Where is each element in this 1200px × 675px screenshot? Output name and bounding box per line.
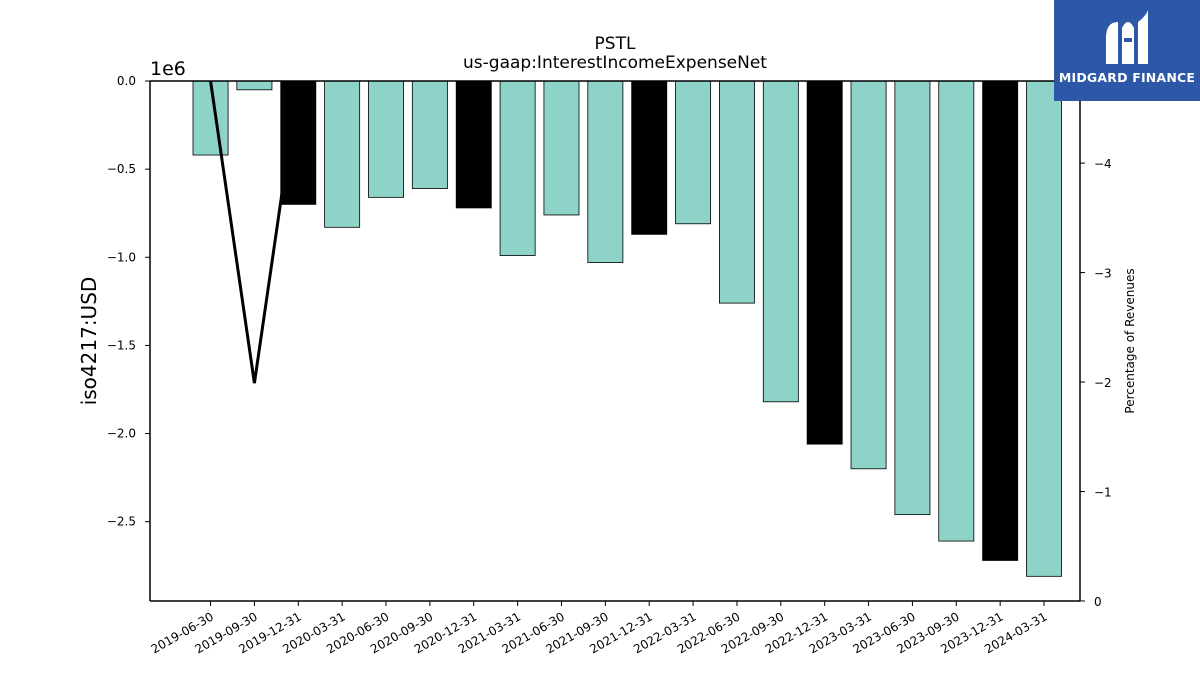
y2-tick-label: −3 [1094,267,1112,281]
y-axis-label: iso4217:USD [77,277,101,406]
bar [762,80,799,403]
y-offset-text: 1e6 [150,58,186,80]
y-tick-label: −0.5 [107,162,136,176]
y-tick-label: −2.0 [107,427,136,441]
bar [499,80,536,256]
line-layer [209,80,300,384]
bar [543,80,580,216]
bar [806,80,843,445]
bars-layer [192,80,1062,577]
chart-title: PSTL [595,34,636,54]
y-tick-label: −1.5 [107,338,136,352]
bar [411,80,448,189]
y2-tick-label: −1 [1094,486,1112,500]
bar [1026,80,1062,577]
midgard-logo-icon [1106,10,1148,64]
y2-tick-label: −4 [1094,157,1112,171]
bar [324,80,361,228]
bar [280,80,317,205]
bar [675,80,712,225]
bar [631,80,668,235]
y-tick-label: 0.0 [117,74,136,88]
brand-logo: MIDGARD FINANCE [1054,0,1200,101]
bar [894,80,931,516]
y2-tick-label: 0 [1094,595,1102,609]
bar [236,80,273,91]
bar [938,80,975,542]
series-line [209,80,300,384]
bar [850,80,887,470]
y-tick-label: −2.5 [107,515,136,529]
bar [587,80,624,263]
y2-axis-label: Percentage of Revenues [1123,268,1137,413]
brand-name: MIDGARD FINANCE [1058,70,1196,85]
bar [719,80,755,304]
y2-tick-label: −2 [1094,376,1112,390]
chart-subtitle: us-gaap:InterestIncomeExpenseNet [463,53,767,73]
bar [982,80,1019,561]
bar [192,80,229,156]
bar [368,80,404,198]
bar [455,80,492,209]
y-tick-label: −1.0 [107,250,136,264]
